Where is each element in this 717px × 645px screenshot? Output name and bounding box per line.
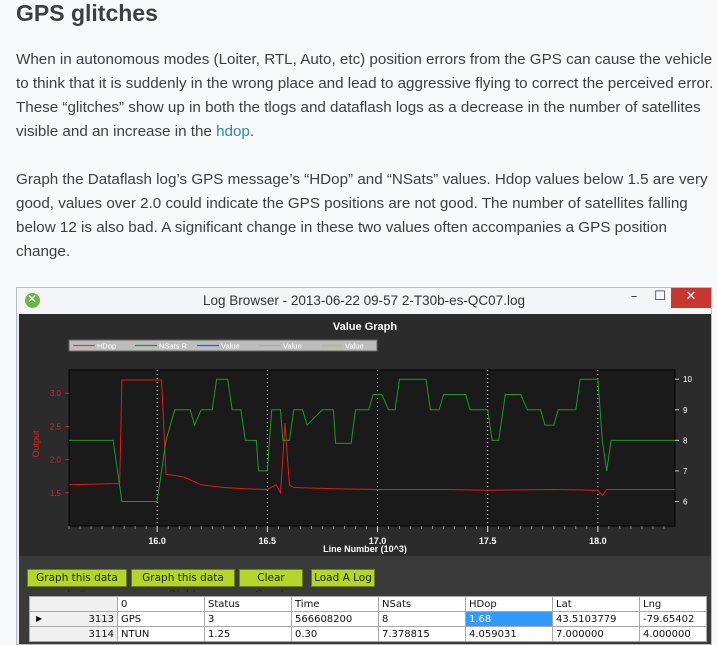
log-data-grid[interactable]: 0 Status Time NSats HDop Lat Lng ▶ 3113 G… [19,592,711,644]
corner-header [29,596,118,612]
y-right-tick-label: 9 [683,406,688,415]
table-cell[interactable]: NTUN [117,626,205,642]
x-tick-label: 16.0 [148,536,166,546]
row-number: 3113 [88,613,114,625]
y-left-tick-label: 3.0 [50,389,62,398]
table-cell[interactable]: 8 [378,611,466,627]
page-heading: GPS glitches [16,0,158,26]
table-cell[interactable]: 1.25 [204,626,292,642]
table-cell[interactable]: -79.65402 [639,611,707,627]
y-right-tick-label: 6 [683,498,688,507]
chart-title: Value Graph [333,321,397,333]
y-right-tick-label: 8 [683,436,688,445]
legend-label: NSats R [159,342,188,351]
x-axis-label: Line Number (10^3) [323,544,407,554]
table-cell[interactable]: 7.000000 [552,626,640,642]
table-cell[interactable]: 566608200 [291,611,379,627]
table-cell[interactable]: 43.5103779 [552,611,640,627]
row-header[interactable]: 3114 [29,626,118,642]
clear-graph-button[interactable]: Clear Graph [239,569,303,601]
legend-label: Value [345,342,364,351]
y-left-tick-label: 1.5 [50,489,62,498]
legend-label: Value [283,342,302,351]
row-header[interactable]: ▶ 3113 [29,611,118,627]
column-header[interactable]: Time [291,596,379,612]
table-cell[interactable]: 4.000000 [639,626,707,642]
table-row[interactable]: ▶ 3113 GPS 3 566608200 8 1.68 43.5103779 … [29,611,707,627]
log-browser-window: Log Browser - 2013-06-22 09-57 2-T30b-es… [16,287,712,645]
hdop-link[interactable]: hdop [216,123,250,140]
graph-left-button[interactable]: Graph this data Left [27,569,127,601]
graph-button-bar: Graph this data Left Graph this data Rig… [19,556,711,601]
window-title: Log Browser - 2013-06-22 09-57 2-T30b-es… [203,293,525,308]
column-header[interactable]: Lng [639,596,707,612]
current-row-icon: ▶ [36,613,43,623]
x-tick-label: 17.5 [479,536,497,546]
y-right-tick-label: 10 [683,375,692,384]
y-right-tick-label: 7 [683,467,688,476]
table-row[interactable]: 3114 NTUN 1.25 0.30 7.378815 4.059031 7.… [29,626,707,642]
log-table[interactable]: 0 Status Time NSats HDop Lat Lng ▶ 3113 G… [29,596,707,642]
value-graph-panel[interactable]: Value Graph Line Number (10^3) Output 16… [19,314,711,556]
intro-text: When in autonomous modes (Loiter, RTL, A… [16,51,714,140]
x-tick-label: 18.0 [589,536,607,546]
graph-right-button[interactable]: Graph this data Right [131,569,235,601]
value-graph[interactable]: Value Graph Line Number (10^3) Output 16… [19,314,711,556]
table-cell[interactable]: 7.378815 [378,626,466,642]
y-axis-label: Output [31,430,41,458]
column-header[interactable]: Lat [552,596,640,612]
y-left-tick-label: 2.5 [50,422,62,431]
close-icon[interactable]: ✕ [671,288,711,308]
x-tick-label: 16.5 [259,536,277,546]
maximize-icon[interactable]: ☐ [654,289,666,304]
selected-cell[interactable]: 1.68 [465,611,553,627]
app-icon [25,292,40,308]
minimize-icon[interactable]: – [630,289,638,304]
table-cell[interactable]: 3 [204,611,292,627]
table-cell[interactable]: GPS [117,611,205,627]
table-cell[interactable]: 4.059031 [465,626,553,642]
series-line-hdop [68,379,675,497]
column-header[interactable]: 0 [117,596,205,612]
x-tick-label: 17.0 [369,536,387,546]
column-header[interactable]: NSats [378,596,466,612]
table-cell[interactable]: 0.30 [291,626,379,642]
intro-paragraph: When in autonomous modes (Loiter, RTL, A… [16,48,714,144]
row-number: 3114 [88,628,114,640]
legend-label: Value [221,342,240,351]
series-line-nsats-r [69,378,675,502]
plot-area [68,369,676,527]
legend-label: HDop [97,342,116,351]
intro-text-end: . [249,123,255,140]
table-header-row: 0 Status Time NSats HDop Lat Lng [29,596,707,612]
legend-box [68,339,378,352]
column-header[interactable]: HDop [465,596,553,612]
column-header[interactable]: Status [204,596,292,612]
graph-instructions-paragraph: Graph the Dataflash log’s GPS message’s … [16,171,708,260]
load-log-button[interactable]: Load A Log [311,569,375,587]
y-left-tick-label: 2.0 [50,456,62,465]
window-titlebar[interactable]: Log Browser - 2013-06-22 09-57 2-T30b-es… [17,288,711,314]
